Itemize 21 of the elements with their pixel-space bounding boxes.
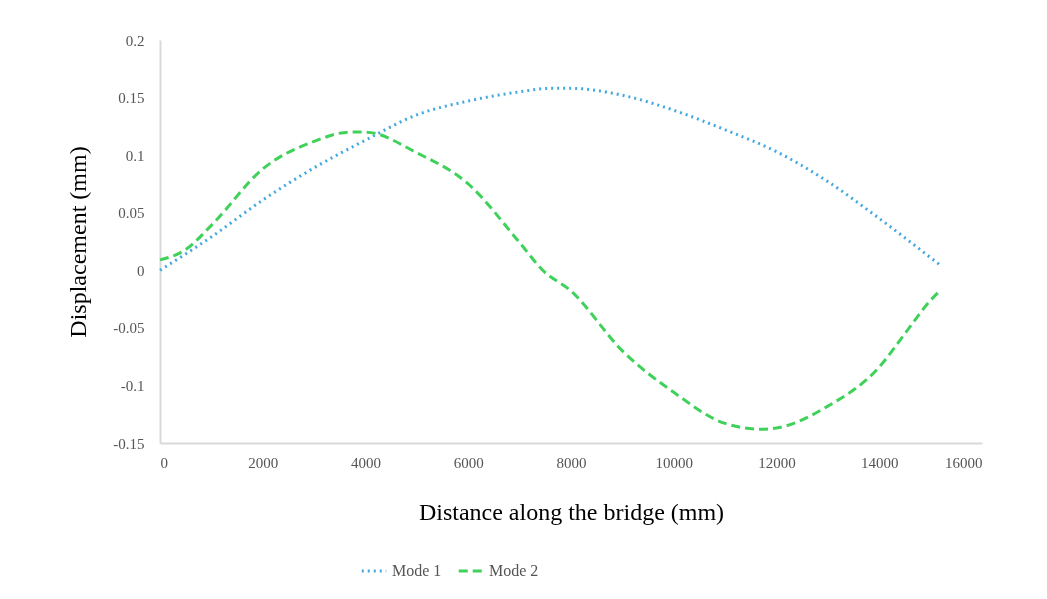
x-tick-label: 8000 bbox=[556, 454, 587, 471]
y-tick-label: 0 bbox=[137, 262, 145, 279]
y-tick-label: -0.05 bbox=[113, 320, 145, 337]
x-axis-title: Distance along the bridge (mm) bbox=[418, 498, 725, 525]
y-tick-label: 0.1 bbox=[125, 147, 145, 164]
x-tick-label: 12000 bbox=[758, 454, 796, 471]
x-tick-label: 0 bbox=[160, 454, 168, 471]
y-tick-label: -0.15 bbox=[113, 435, 145, 452]
y-tick-label: -0.1 bbox=[120, 377, 145, 394]
x-tick-label: 10000 bbox=[655, 454, 693, 471]
legend-label: Mode 1 bbox=[392, 562, 442, 579]
legend-label: Mode 2 bbox=[489, 562, 539, 579]
y-tick-label: 0.2 bbox=[125, 32, 145, 49]
y-axis-title: Displacement (mm) bbox=[65, 146, 92, 338]
x-tick-label: 14000 bbox=[861, 454, 899, 471]
y-tick-label: 0.05 bbox=[118, 205, 145, 222]
x-tick-label: 2000 bbox=[248, 454, 279, 471]
y-tick-label: 0.15 bbox=[118, 90, 145, 107]
x-tick-label: 6000 bbox=[453, 454, 484, 471]
x-tick-label: 4000 bbox=[351, 454, 381, 471]
x-tick-label: 16000 bbox=[945, 454, 983, 471]
